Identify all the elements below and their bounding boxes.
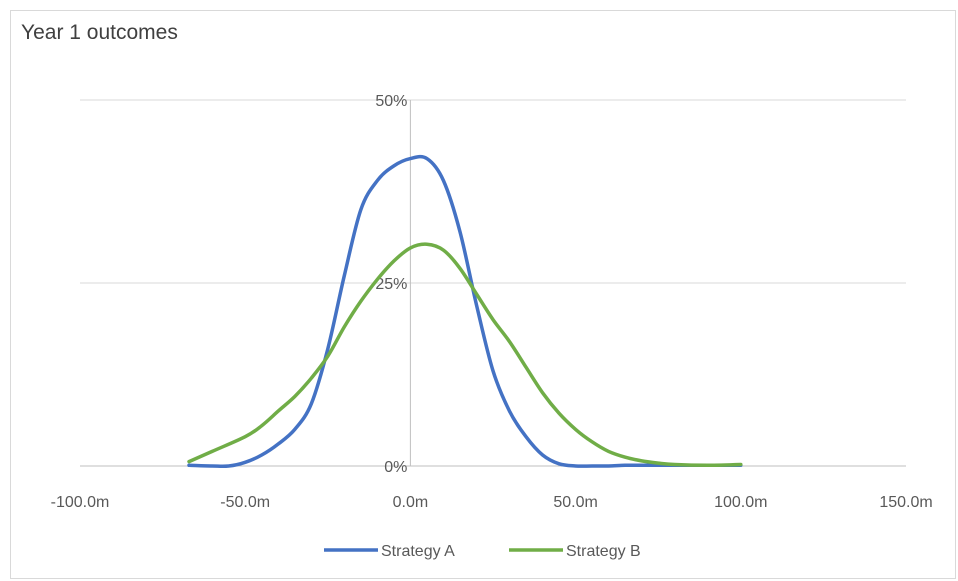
x-tick-label: 0.0m	[393, 494, 429, 511]
y-tick-label: 25%	[375, 276, 407, 293]
legend: Strategy A Strategy B	[324, 543, 641, 560]
y-tick-label: 0%	[384, 459, 407, 476]
grid-lines	[80, 99, 906, 467]
y-tick-label: 50%	[375, 93, 407, 110]
chart-title: Year 1 outcomes	[21, 21, 178, 44]
x-tick-label: -50.0m	[220, 494, 270, 511]
x-tick-label: -100.0m	[51, 494, 110, 511]
series-lines	[187, 154, 743, 469]
y-axis-ticks: 0% 25% 50%	[375, 93, 407, 476]
chart-frame	[10, 10, 956, 579]
legend-label: Strategy B	[566, 543, 641, 560]
legend-label: Strategy A	[381, 543, 455, 560]
x-tick-label: 50.0m	[553, 494, 597, 511]
x-axis-ticks: -100.0m -50.0m 0.0m 50.0m 100.0m 150.0m	[51, 494, 933, 511]
x-tick-label: 100.0m	[714, 494, 767, 511]
x-tick-label: 150.0m	[879, 494, 932, 511]
series-line-2	[187, 242, 743, 468]
series-line-1	[187, 154, 743, 469]
